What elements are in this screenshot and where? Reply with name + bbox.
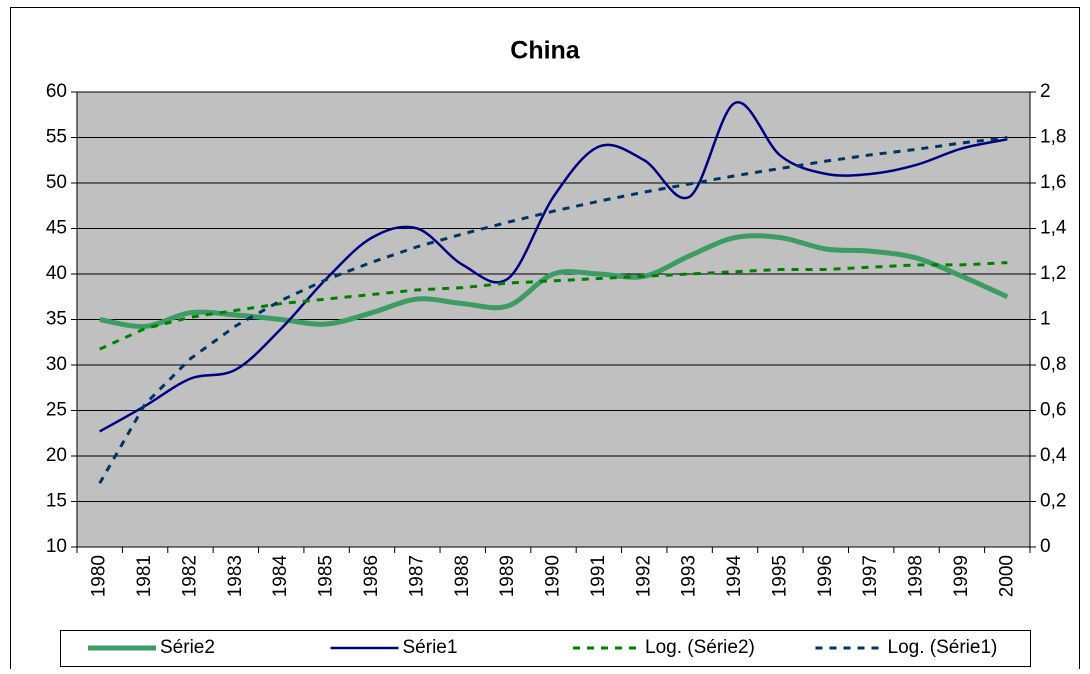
series-line bbox=[99, 261, 1008, 351]
x-tick-label: 1986 bbox=[361, 555, 382, 597]
x-tick-label: 1981 bbox=[134, 555, 155, 597]
y2-tick-label: 1,2 bbox=[1040, 263, 1066, 284]
y-tick-label: 30 bbox=[46, 354, 67, 375]
x-tick-label: 1997 bbox=[860, 555, 881, 597]
x-tick-label: 1990 bbox=[543, 555, 564, 597]
chart-title: China bbox=[510, 37, 581, 65]
y-tick-label: 40 bbox=[46, 263, 67, 284]
legend-box bbox=[60, 630, 1031, 667]
x-tick-label: 1996 bbox=[815, 555, 836, 597]
x-tick-label: 1989 bbox=[497, 555, 518, 597]
x-tick-label: 2000 bbox=[996, 555, 1017, 597]
y2-tick-label: 0,4 bbox=[1040, 445, 1067, 466]
x-tick-label: 1983 bbox=[225, 555, 246, 597]
y2-tick-label: 1,4 bbox=[1040, 218, 1067, 239]
x-tick-label: 1992 bbox=[633, 555, 654, 597]
y2-tick-label: 2 bbox=[1040, 81, 1051, 102]
y2-tick-label: 1,8 bbox=[1040, 127, 1066, 148]
y2-tick-label: 0 bbox=[1040, 536, 1051, 557]
x-tick-label: 1993 bbox=[679, 555, 700, 597]
x-tick-label: 1999 bbox=[951, 555, 972, 597]
x-tick-label: 1980 bbox=[89, 555, 110, 597]
y-tick-label: 10 bbox=[46, 536, 67, 557]
x-tick-label: 1995 bbox=[769, 555, 790, 597]
y-tick-label: 35 bbox=[46, 309, 67, 330]
y2-tick-label: 0,6 bbox=[1040, 400, 1066, 421]
series-line bbox=[99, 233, 1009, 329]
y-tick-label: 25 bbox=[46, 400, 67, 421]
x-tick-label: 1984 bbox=[270, 555, 291, 598]
x-tick-label: 1994 bbox=[724, 555, 745, 598]
x-tick-label: 1985 bbox=[316, 555, 337, 597]
x-tick-label: 1988 bbox=[452, 555, 473, 597]
y-tick-label: 55 bbox=[46, 127, 67, 148]
legend-label: Log. (Série2) bbox=[645, 637, 755, 658]
y-tick-label: 50 bbox=[46, 172, 67, 193]
legend-label: Série1 bbox=[403, 637, 458, 658]
y2-tick-label: 1,6 bbox=[1040, 172, 1066, 193]
y2-tick-label: 1 bbox=[1040, 309, 1051, 330]
y2-tick-label: 0,8 bbox=[1040, 354, 1066, 375]
y-tick-label: 20 bbox=[46, 445, 67, 466]
y-tick-label: 60 bbox=[46, 81, 67, 102]
legend-label: Série2 bbox=[160, 637, 215, 658]
x-tick-label: 1991 bbox=[588, 555, 609, 597]
x-tick-label: 1987 bbox=[406, 555, 427, 597]
y-tick-label: 15 bbox=[46, 491, 67, 512]
legend-label: Log. (Série1) bbox=[888, 637, 998, 658]
series-line bbox=[99, 101, 1008, 433]
x-tick-label: 1998 bbox=[906, 555, 927, 597]
y-tick-label: 45 bbox=[46, 218, 67, 239]
y2-tick-label: 0,2 bbox=[1040, 491, 1066, 512]
series-line bbox=[98, 136, 1008, 485]
x-tick-label: 1982 bbox=[179, 555, 200, 597]
